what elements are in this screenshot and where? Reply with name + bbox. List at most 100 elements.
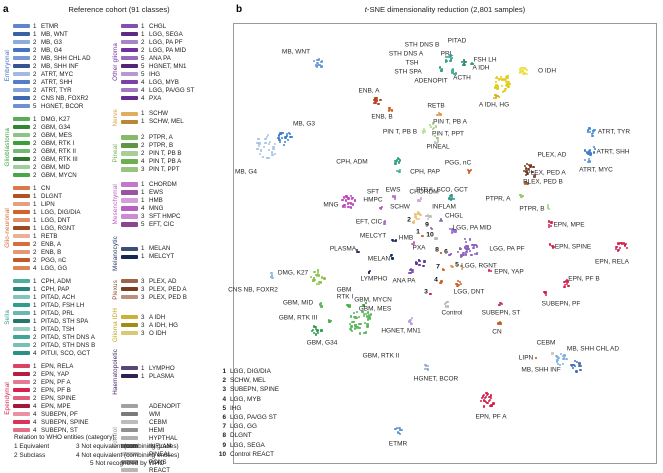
legend-group-nerve: Nerve 1 SCHW 1 SCHW, MEL [110,109,194,127]
class-name: CPH, ADM [41,277,71,285]
color-swatch [121,374,138,379]
who-category-number: 2 [33,378,37,386]
class-name: EPN, RELA [41,362,74,370]
class-name: PXA [149,94,162,102]
class-name: MB, SHH CHL AD [41,54,91,62]
class-name: MELAN [149,245,171,253]
who-category-number: 1 [33,362,37,370]
class-name: LGG, PA MID [149,46,187,54]
legend-group-title: Melanocytic [110,236,121,271]
class-name: LGG, RGNT [41,224,76,232]
who-category-number: 2 [33,38,37,46]
who-category-number: 1 [141,110,145,118]
who-category-number: 1 [33,309,37,317]
legend-item: ADENOPIT [121,402,181,410]
color-swatch [13,310,30,316]
color-swatch [121,23,138,29]
who-category-number: 1 [33,216,37,224]
class-name: CHGL [149,22,167,30]
legend-item: 4 LGG, GG [13,264,81,272]
tsne-legend-number: 2 [222,377,226,385]
class-name: SUBEPN, SPINE [41,418,89,426]
who-category-number: 4 [33,264,37,272]
class-name: SCHW [149,110,168,118]
legend-group-title: Embryonal [2,50,13,81]
who-category-number: 1 [33,208,37,216]
tsne-legend-label: Control REACT [230,450,275,458]
legend-item: 1 LGG, DNT [13,216,81,224]
legend-item: 1 PITAD, PRL [13,309,95,317]
legend-item: 1 MELCYT [121,253,174,261]
legend-item: 2 GBM, MYCN [13,171,78,179]
class-name: ATRT, TYR [41,86,72,94]
who-category-number: 2 [141,38,145,46]
panel-b-title: t-SNE dimensionality reduction (2,801 sa… [233,5,657,14]
legend-group-title: Other glioma [110,43,121,81]
who-category-number: 4 [33,402,37,410]
who-category-number: 1 [33,22,37,30]
who-category-number: 4 [33,426,37,434]
who-category-number: 2 [33,94,37,102]
color-swatch [13,403,30,409]
color-swatch [13,209,30,215]
who-category-number: 4 [33,349,37,357]
color-swatch [121,198,138,203]
legend-item: CEBM [121,418,181,426]
legend-item: 2 PIN T, PB B [121,150,182,158]
class-name: PGG, nC [41,256,67,264]
who-category-number: 4 [141,205,145,213]
color-swatch [121,190,138,195]
class-name: HYPTHAL [149,434,178,442]
color-swatch [121,279,138,284]
who-category-number: 2 [33,86,37,94]
who-category-number: 1 [141,181,145,189]
color-swatch [121,39,138,45]
class-name: GBM, RTK III [41,155,78,163]
legend-item: 2 GBM, RTK III [13,155,78,163]
legend-item: 4 SUBEPN, PF [13,410,88,418]
class-name: GBM, MES [41,131,72,139]
who-category-number: 3 [141,313,145,321]
class-name: ATRT, MYC [41,70,74,78]
color-swatch [13,55,30,61]
tsne-legend-number: 1 [222,368,226,376]
legend-group-plexus: Plexus 3 PLEX, AD 3 PLEX, PED A 3 PLEX, PED B [110,277,194,301]
who-category-number: 1 [141,30,145,38]
class-name: EPN, PF A [41,378,71,386]
tsne-legend-label: IHG [230,404,242,412]
who-category-number: 4 [33,418,37,426]
color-swatch [121,366,138,371]
class-name: EPN, MPE [41,402,71,410]
legend-item: 2 ENB, B [13,248,81,256]
class-name: ANA PA [149,54,171,62]
legend-item: 5 EFT, CIC [121,221,181,229]
legend-item: 4 EPN, MPE [13,402,88,410]
legend-group-items: 1 CPH, ADM 1 CPH, PAP 1 PITAD, ACH 1 PITAD, FSH… [13,277,95,357]
class-name: DMG, K27 [41,115,70,123]
class-name: PLEX, PED B [149,293,187,301]
class-name: LGG, DNT [41,216,71,224]
color-swatch [121,143,138,148]
legend-item: 1 EPN, RELA [13,362,88,370]
color-swatch [121,71,138,77]
legend-item: 4 PIN T, PB A [121,158,182,166]
who-category-number: 4 [141,158,145,166]
who-category-number: 1 [141,364,145,372]
legend-item: 1 LGG, SEGA [121,30,194,38]
color-swatch [13,185,30,191]
legend-group-title-text: Glioma IDH [112,308,119,343]
legend-item: 1 ETMR [13,22,91,30]
color-swatch [13,148,30,154]
who-category-number: 4 [141,86,145,94]
tsne-legend-number: 6 [222,414,226,422]
legend-item: 1 CPH, PAP [13,285,95,293]
who-category-number: 3 [141,213,145,221]
legend-group-title-text: Melanocytic [112,235,119,271]
who-category-number: 1 [141,372,145,380]
color-swatch [13,387,30,393]
legend-item: 3 PLEX, PED B [121,293,187,301]
legend-item: 1 LYMPHO [121,364,175,372]
